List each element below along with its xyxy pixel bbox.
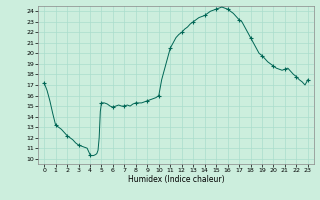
X-axis label: Humidex (Indice chaleur): Humidex (Indice chaleur) [128, 175, 224, 184]
